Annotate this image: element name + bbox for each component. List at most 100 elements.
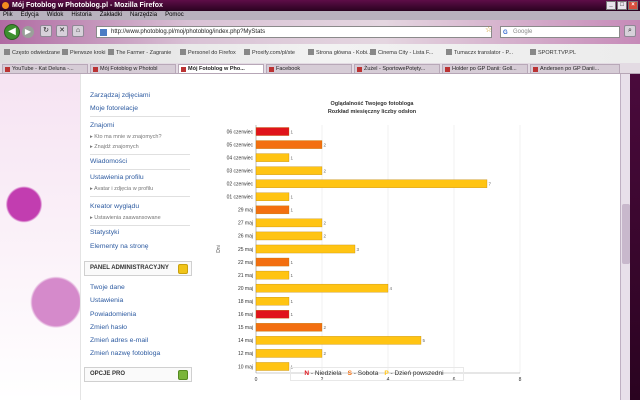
tab-label: Mój Fotoblog w Pho... xyxy=(188,66,245,72)
minimize-button[interactable]: _ xyxy=(606,1,616,10)
bar xyxy=(255,310,290,319)
sidebar-sub-advanced[interactable]: ▸ Ustawienia zaawansowane xyxy=(90,215,161,221)
sidebar-sub-avatar[interactable]: ▸ Avatar i zdjęcia w profilu xyxy=(90,186,154,192)
y-tick-label: 10 maj xyxy=(238,364,253,370)
bookmark-item[interactable]: Cinema City - Lista F... xyxy=(370,49,433,56)
menu-historia[interactable]: Historia xyxy=(71,12,92,18)
bar xyxy=(255,179,488,188)
admin-link-change-name[interactable]: Zmień nazwę fotobloga xyxy=(90,350,161,357)
search-go-icon[interactable]: ⌕ xyxy=(624,25,636,37)
bookmark-item[interactable]: Personel do Firefox xyxy=(180,49,236,56)
address-bar[interactable]: http://www.photoblog.pl/moj/photoblog/in… xyxy=(96,26,492,38)
tab-fotoblog-1[interactable]: Mój Fotoblog w Photobl xyxy=(90,64,176,73)
y-tick-label: 15 maj xyxy=(238,325,253,331)
bookmark-item[interactable]: SPORT.TVP.PL xyxy=(530,49,576,56)
tab-label: Holder po GP Danii: Goll... xyxy=(452,66,517,72)
menu-edycja[interactable]: Edycja xyxy=(20,12,39,18)
bookmark-item[interactable]: Tumaczx translator - P... xyxy=(446,49,513,56)
home-icon[interactable]: ⌂ xyxy=(72,25,84,37)
scrollbar-thumb[interactable] xyxy=(622,204,630,264)
data-label: 1 xyxy=(291,260,294,265)
bar xyxy=(255,192,290,201)
y-tick-label: 26 maj xyxy=(238,234,253,240)
y-tick-label: 22 maj xyxy=(238,260,253,266)
y-tick-label: 29 maj xyxy=(238,208,253,214)
bookmark-item[interactable]: Proxify.com/pl/ste xyxy=(244,49,295,56)
admin-link-your-data[interactable]: Twoje dane xyxy=(90,284,125,291)
reload-icon[interactable]: ↻ xyxy=(40,25,52,37)
tab-zuzel[interactable]: Żużel - SportowePotęty... xyxy=(354,64,440,73)
bookmark-icon xyxy=(308,49,314,55)
main-content xyxy=(80,74,620,400)
data-label: 2 xyxy=(324,234,327,239)
vertical-scrollbar[interactable] xyxy=(620,74,630,400)
site-favicon xyxy=(100,29,107,36)
data-label: 2 xyxy=(324,168,327,173)
sidebar-link-messages[interactable]: Wiadomości xyxy=(90,158,128,165)
bookmark-label: SPORT.TVP.PL xyxy=(538,50,577,56)
admin-panel-title: PANEL ADMINISTRACYJNY xyxy=(90,265,169,271)
legend-text: - Sobota xyxy=(351,370,379,377)
tab-facebook[interactable]: Facebook xyxy=(266,64,352,73)
tab-youtube[interactable]: YouTube - Kat Deluna -... xyxy=(2,64,88,73)
bar xyxy=(255,140,323,149)
bookmark-item[interactable]: Strona główna - Kobi... xyxy=(308,49,372,56)
forward-arrow-icon[interactable]: ▶ xyxy=(22,26,34,38)
back-arrow-icon[interactable]: ◀ xyxy=(4,24,20,40)
data-label: 1 xyxy=(291,208,294,213)
window-border-decoration xyxy=(630,74,640,400)
tab-holder[interactable]: Holder po GP Danii: Goll... xyxy=(442,64,528,73)
y-tick-label: 01 czerwiec xyxy=(227,195,254,201)
tab-label: Facebook xyxy=(276,66,301,72)
sidebar-link-profile-settings[interactable]: Ustawienia profilu xyxy=(90,174,144,181)
bookmarks-bar: Często odwiedzane Pierwsze kroki The Far… xyxy=(0,44,640,63)
close-button[interactable]: × xyxy=(628,1,638,10)
y-tick-label: 14 maj xyxy=(238,338,253,344)
bookmark-star-icon[interactable]: ☆ xyxy=(485,25,493,34)
bookmark-item[interactable]: The Farmer - Zagranie xyxy=(108,49,171,56)
legend-key: P xyxy=(384,370,389,377)
bookmark-item[interactable]: Pierwsze kroki xyxy=(62,49,105,56)
search-input[interactable]: G Google xyxy=(500,26,620,38)
sidebar-link-photo-reports[interactable]: Moje fotorelacje xyxy=(90,105,138,112)
y-tick-label: 16 maj xyxy=(238,312,253,318)
data-label: 1 xyxy=(291,312,294,317)
sidebar: Zarządzaj zdjęciami Moje fotorelacje Zna… xyxy=(80,74,198,400)
url-text: http://www.photoblog.pl/moj/photoblog/in… xyxy=(111,29,266,35)
y-tick-label: 02 czerwiec xyxy=(227,182,254,188)
sidebar-link-manage-photos[interactable]: Zarządzaj zdjęciami xyxy=(90,92,151,99)
pro-panel-title: OPCJE PRO xyxy=(90,371,126,377)
sidebar-link-elements[interactable]: Elementy na stronę xyxy=(90,243,149,250)
tab-fotoblog-active[interactable]: Mój Fotoblog w Pho... xyxy=(178,64,264,73)
bar xyxy=(255,231,323,241)
tab-andersen[interactable]: Andersen po GP Danii... xyxy=(530,64,620,73)
search-placeholder: Google xyxy=(513,29,533,35)
y-tick-label: 06 czerwiec xyxy=(227,129,254,135)
sidebar-sub-find-friends[interactable]: ▸ Znajdź znajomych xyxy=(90,144,139,150)
legend-item: N - Niedziela xyxy=(304,370,341,377)
bookmark-item[interactable]: Często odwiedzane xyxy=(4,49,60,56)
bookmark-icon xyxy=(180,49,186,55)
sidebar-link-statistics[interactable]: Statystyki xyxy=(90,229,120,236)
sidebar-sub-who-friends[interactable]: ▸ Kto ma mnie w znajomych? xyxy=(90,134,162,140)
stop-icon[interactable]: ✕ xyxy=(56,25,68,37)
sidebar-creator-head[interactable]: Kreator wyglądu xyxy=(90,203,140,210)
admin-link-change-email[interactable]: Zmień adres e-mail xyxy=(90,337,149,344)
menu-widok[interactable]: Widok xyxy=(46,12,64,18)
menu-zakladki[interactable]: Zakładki xyxy=(99,12,123,18)
admin-link-change-password[interactable]: Zmień hasło xyxy=(90,324,128,331)
x-tick-label: 0 xyxy=(255,377,258,383)
menu-narzedzia[interactable]: Narzędzia xyxy=(130,12,158,18)
admin-link-settings[interactable]: Ustawienia xyxy=(90,297,124,304)
sidebar-friends-head[interactable]: Znajomi xyxy=(90,122,115,129)
tab-favicon-icon xyxy=(533,67,538,72)
legend-text: - Dzień powszedni xyxy=(388,370,444,377)
data-label: 2 xyxy=(324,142,327,147)
admin-link-notifications[interactable]: Powiadomienia xyxy=(90,311,137,318)
y-tick-label: 04 czerwiec xyxy=(227,155,254,161)
menu-pomoc[interactable]: Pomoc xyxy=(165,12,184,18)
window-title-bar: Mój Fotoblog w Photoblog.pl - Mozilla Fi… xyxy=(0,0,640,11)
window-title: Mój Fotoblog w Photoblog.pl - Mozilla Fi… xyxy=(12,2,163,9)
maximize-button[interactable]: □ xyxy=(617,1,627,10)
menu-plik[interactable]: Plik xyxy=(3,12,13,18)
